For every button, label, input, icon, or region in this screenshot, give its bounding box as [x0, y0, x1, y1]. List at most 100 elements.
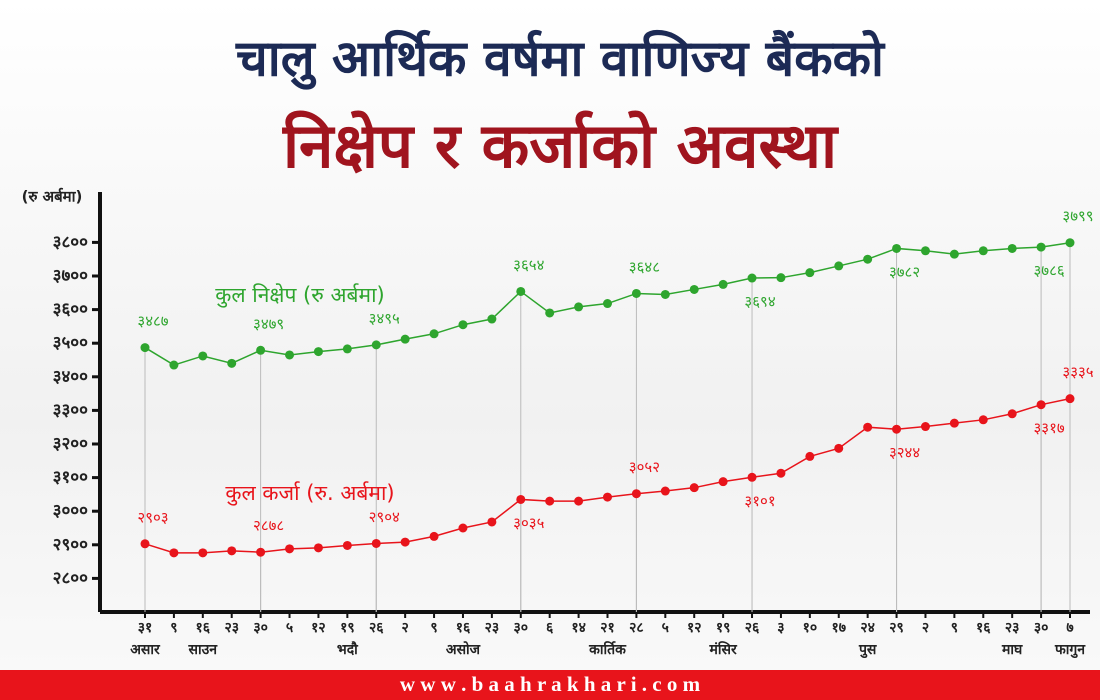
x-tick-label: २९: [889, 620, 904, 636]
x-tick-label: १९: [340, 620, 355, 636]
data-label: ३६४८: [629, 258, 660, 276]
data-point: [429, 531, 439, 541]
data-point: [516, 286, 526, 296]
data-point: [458, 320, 468, 330]
data-point: [400, 334, 410, 344]
data-label: ३४९५: [369, 309, 400, 327]
data-label: ३७८२: [889, 263, 920, 281]
x-tick-label: ३०: [1034, 620, 1049, 636]
y-tick-label: २९००: [53, 535, 89, 555]
data-label: ३३३५: [1062, 363, 1093, 381]
x-tick-label: १९: [716, 620, 731, 636]
data-label: ३६५४: [513, 256, 544, 274]
x-tick-label: ९: [430, 620, 437, 636]
data-point: [285, 544, 295, 554]
data-label: ३०५२: [629, 458, 660, 476]
data-point: [285, 350, 295, 360]
data-point: [1065, 238, 1075, 248]
footer: w w w . b a a h r a k h a r i . c o m: [400, 672, 701, 696]
data-point: [776, 273, 786, 283]
data-label: ३०३५: [513, 514, 544, 532]
month-label: माघ: [1001, 642, 1023, 658]
data-point: [603, 299, 612, 309]
x-tick-label: २: [402, 620, 409, 636]
x-tick-label: ७: [1066, 620, 1073, 636]
data-point: [574, 496, 584, 506]
x-tick-label: १४: [571, 620, 586, 636]
y-tick-label: ३७००: [53, 266, 89, 286]
x-tick-label: १०: [803, 620, 818, 636]
data-point: [313, 543, 323, 553]
x-tick-label: १६: [196, 620, 211, 636]
y-tick-label: ३५००: [53, 333, 89, 353]
month-label: भदौ: [337, 641, 359, 658]
x-tick-label: २६: [369, 620, 384, 636]
data-point: [429, 329, 439, 339]
data-point: [371, 340, 381, 350]
data-point: [227, 358, 237, 368]
data-point: [978, 246, 988, 256]
chart-subtitle: निक्षेप र कर्जाको अवस्था: [282, 109, 839, 182]
data-label: ३१०१: [744, 492, 775, 510]
data-point: [892, 243, 902, 253]
y-tick-label: ३०००: [53, 501, 89, 521]
month-label: पुस: [858, 642, 877, 659]
x-tick-label: १६: [456, 620, 471, 636]
x-tick-label: १६: [976, 620, 991, 636]
data-point: [256, 547, 266, 557]
x-tick-label: ५: [286, 620, 293, 636]
x-tick-label: १२: [687, 620, 702, 636]
x-tick-label: २३: [1005, 620, 1020, 636]
data-point: [660, 486, 670, 496]
y-tick-label: २८००: [53, 568, 89, 588]
month-label: साउन: [188, 642, 219, 658]
y-tick-label: ३६००: [53, 300, 89, 320]
data-label: ३४८७: [137, 312, 168, 330]
data-point: [631, 288, 641, 298]
data-point: [718, 279, 728, 289]
data-point: [1007, 243, 1017, 253]
x-tick-label: २३: [485, 620, 500, 636]
month-label: असार: [130, 642, 161, 658]
y-axis-label: (रु अर्बमा): [22, 188, 83, 206]
data-point: [1007, 409, 1017, 419]
data-point: [718, 477, 728, 487]
footer-bar: [0, 670, 1100, 700]
x-tick-label: ९: [951, 620, 958, 636]
y-tick-label: ३१००: [53, 468, 89, 488]
data-point: [487, 314, 497, 324]
data-point: [834, 443, 844, 453]
data-point: [1036, 242, 1046, 252]
data-point: [631, 489, 641, 499]
x-tick-label: २३: [224, 620, 239, 636]
data-point: [805, 451, 815, 461]
x-tick-label: ६: [546, 620, 554, 636]
data-point: [689, 483, 699, 493]
data-point: [198, 351, 208, 361]
data-point: [920, 246, 930, 256]
x-tick-label: २: [922, 620, 929, 636]
x-tick-label: ३०: [514, 620, 529, 636]
data-point: [863, 254, 873, 264]
data-point: [892, 424, 902, 434]
data-label: ३७८६: [1033, 262, 1064, 280]
month-label: असोज: [446, 641, 481, 658]
data-point: [949, 418, 959, 428]
data-point: [342, 540, 352, 550]
x-tick-label: २८: [629, 620, 644, 636]
data-point: [949, 249, 959, 259]
data-label: ३३१७: [1033, 419, 1064, 437]
month-label: कार्तिक: [588, 641, 627, 658]
data-point: [863, 422, 873, 432]
data-label: २९०४: [369, 508, 400, 526]
y-tick-label: ३८००: [53, 232, 89, 252]
data-point: [169, 360, 179, 370]
y-tick-label: ३२००: [53, 434, 89, 454]
data-point: [805, 268, 815, 278]
data-point: [487, 517, 497, 527]
data-point: [920, 422, 930, 432]
data-label: ३४७९: [253, 315, 284, 333]
data-point: [545, 308, 555, 318]
data-point: [747, 273, 757, 283]
